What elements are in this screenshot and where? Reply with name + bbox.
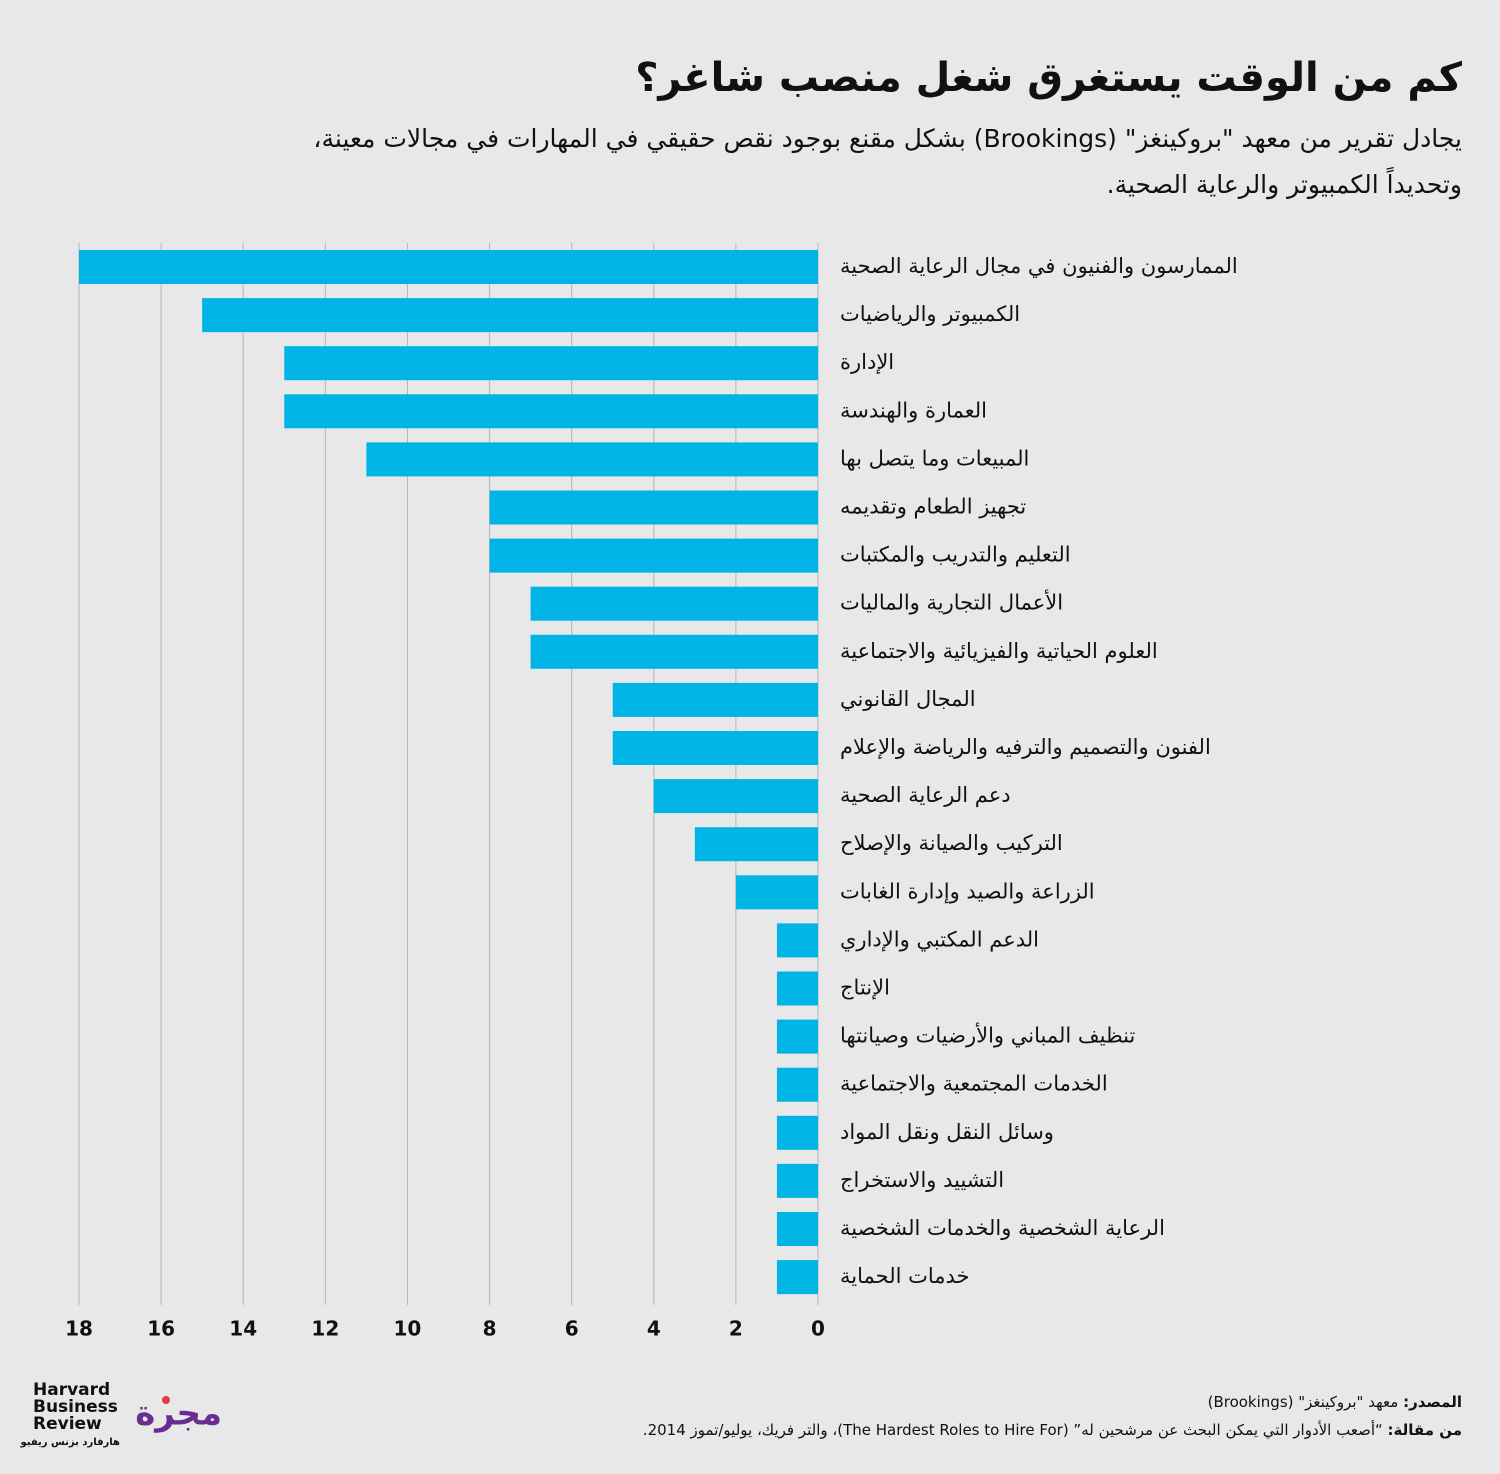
category-label: التركيب والصيانة والإصلاح [840,831,1063,855]
x-tick-label: 8 [483,1317,497,1341]
source-label: المصدر: [1403,1393,1462,1411]
category-label: الإنتاج [840,976,890,1001]
category-label: العمارة والهندسة [840,398,987,422]
category-label: الكمبيوتر والرياضيات [840,302,1020,326]
bar [776,923,818,958]
category-label: تجهيز الطعام وتقديمه [840,495,1026,519]
bar [530,634,818,669]
x-tick-label: 16 [147,1317,175,1341]
bar [653,779,818,814]
hbr-logo: Harvard [33,1380,110,1400]
article: من مقالة: “أصعب الأدوار التي يمكن البحث … [643,1420,1462,1440]
category-label: الإدارة [840,350,894,374]
hbr-arabic: هارفارد بزنس ريفيو [19,1437,120,1448]
logo-dot [162,1396,170,1404]
article-text: “أصعب الأدوار التي يمكن البحث عن مرشحين … [643,1420,1383,1440]
bar [694,827,818,862]
category-label: الدعم المكتبي والإداري [840,927,1039,952]
category-label: الخدمات المجتمعية والاجتماعية [840,1072,1108,1096]
source-text: معهد "بروكينغز" (Brookings) [1208,1393,1399,1411]
bar [284,394,818,429]
bar [489,490,818,525]
bar [776,1067,818,1102]
bar [612,731,818,765]
bar [79,250,818,284]
category-label: العلوم الحياتية والفيزيائية والاجتماعية [840,639,1158,663]
category-label: دعم الرعاية الصحية [840,783,1011,808]
category-label: المجال القانوني [840,687,976,711]
category-label: تنظيف المباني والأرضيات وصيانتها [840,1023,1136,1048]
hbr-logo: Business [33,1397,118,1417]
bar [776,1019,818,1054]
bar [735,875,818,910]
x-tick-label: 14 [229,1317,257,1341]
bar [776,971,818,1006]
subtitle: وتحديداً الكمبيوتر والرعاية الصحية. [1107,167,1462,200]
category-label: خدمات الحماية [840,1264,970,1288]
category-label: وسائل النقل ونقل المواد [840,1120,1054,1144]
bar [530,586,818,621]
bar [366,442,818,477]
x-tick-label: 2 [729,1317,743,1341]
bar [776,1115,818,1150]
source: المصدر: معهد "بروكينغز" (Brookings) [1208,1393,1462,1411]
article-label: من مقالة: [1388,1421,1462,1439]
category-label: الأعمال التجارية والماليات [840,590,1063,615]
x-tick-label: 6 [565,1317,579,1341]
x-tick-label: 0 [811,1317,825,1341]
subtitle: يجادل تقرير من معهد "بروكينغز" (Brooking… [313,124,1462,154]
majarra-logo: مجرة [135,1394,222,1434]
chart-title: كم من الوقت يستغرق شغل منصب شاغر؟ [635,55,1463,101]
x-tick-label: 10 [394,1317,422,1341]
category-label: المبيعات وما يتصل بها [840,446,1029,470]
category-label: التشييد والاستخراج [840,1168,1004,1193]
bar [284,346,818,381]
bar [202,298,818,333]
category-label: الزراعة والصيد وإدارة الغابات [840,879,1095,904]
bar [489,538,818,573]
category-label: الممارسون والفنيون في مجال الرعاية الصحي… [840,254,1238,278]
category-label: الفنون والتصميم والترفيه والرياضة والإعل… [840,735,1211,760]
x-tick-label: 18 [65,1317,93,1341]
bar [776,1212,818,1246]
category-label: الرعاية الشخصية والخدمات الشخصية [840,1216,1165,1240]
category-label: التعليم والتدريب والمكتبات [840,543,1071,568]
bar [776,1260,818,1295]
bar [776,1163,818,1198]
x-tick-label: 4 [647,1317,661,1341]
x-tick-label: 12 [311,1317,339,1341]
hbr-logo: Review [33,1414,102,1434]
bar [612,682,818,717]
